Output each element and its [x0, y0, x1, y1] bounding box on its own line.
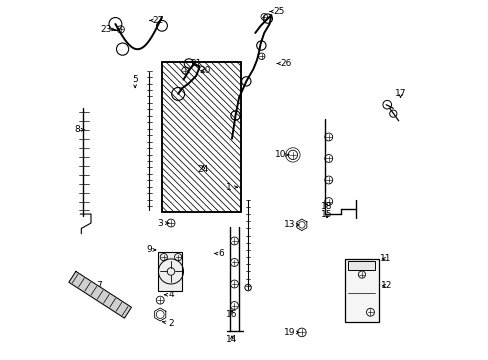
Text: 4: 4 — [164, 290, 173, 299]
Text: 2: 2 — [162, 319, 173, 328]
Text: 26: 26 — [277, 59, 291, 68]
Text: 8: 8 — [75, 125, 84, 134]
Text: 9: 9 — [146, 246, 155, 255]
Text: 23: 23 — [101, 25, 115, 34]
Text: 25: 25 — [269, 7, 284, 16]
Text: 10: 10 — [274, 150, 288, 159]
Text: 15: 15 — [321, 210, 332, 219]
Text: 21: 21 — [190, 59, 202, 68]
Text: 5: 5 — [132, 75, 138, 87]
Text: 24: 24 — [197, 165, 208, 174]
Text: 13: 13 — [283, 220, 299, 229]
Text: 22: 22 — [150, 16, 163, 25]
Bar — [348, 261, 375, 270]
Text: 14: 14 — [226, 335, 237, 344]
Text: 16: 16 — [226, 310, 237, 319]
Text: 6: 6 — [215, 249, 224, 258]
Text: 1: 1 — [225, 183, 237, 192]
Polygon shape — [69, 271, 131, 318]
Text: 18: 18 — [321, 202, 332, 211]
Bar — [158, 252, 182, 291]
Bar — [162, 62, 241, 212]
Text: 20: 20 — [199, 66, 210, 75]
Text: 17: 17 — [394, 89, 406, 98]
Bar — [344, 259, 378, 321]
Text: 19: 19 — [283, 328, 299, 337]
Bar — [162, 62, 241, 212]
Text: 11: 11 — [380, 255, 391, 264]
Text: 7: 7 — [96, 281, 102, 290]
Text: 12: 12 — [380, 281, 391, 290]
Text: 3: 3 — [157, 219, 168, 228]
